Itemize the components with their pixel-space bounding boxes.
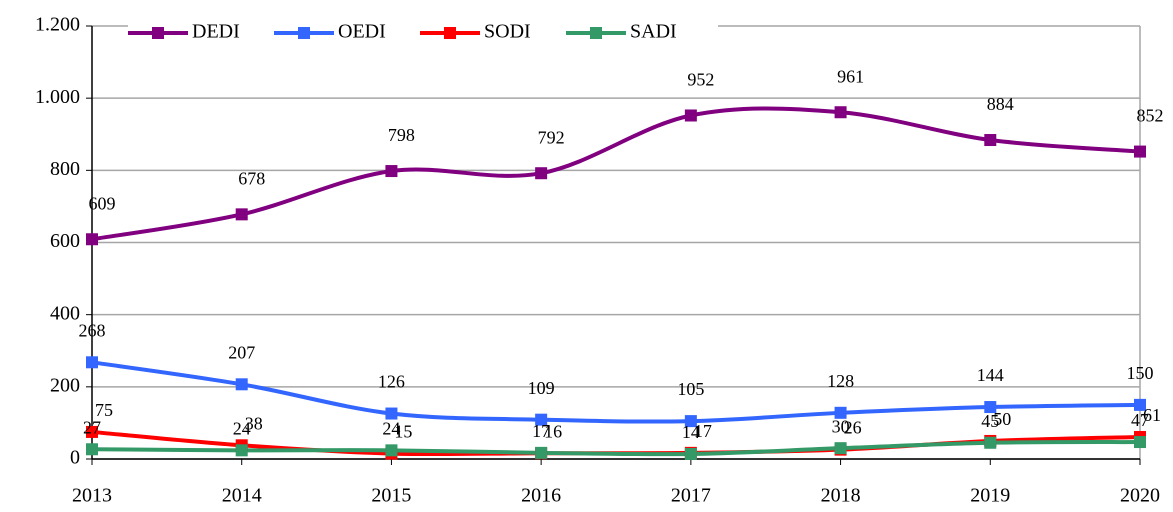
marker: [86, 356, 98, 369]
x-tick-label: 2013: [72, 485, 112, 507]
series-line: [91, 440, 1141, 457]
data-label: 16: [544, 421, 562, 441]
legend-marker: [590, 27, 602, 39]
marker: [235, 378, 248, 391]
data-label: 17: [694, 421, 712, 441]
legend-label: OEDI: [338, 21, 386, 43]
data-label: 798: [388, 125, 415, 145]
x-tick-label: 2018: [821, 485, 861, 507]
marker: [535, 167, 548, 180]
marker: [235, 208, 248, 221]
data-label: 61: [1143, 405, 1161, 425]
y-tick-label: 1.200: [35, 14, 80, 36]
data-label: 30: [832, 416, 850, 436]
marker: [1134, 145, 1146, 158]
y-tick-label: 600: [50, 230, 80, 252]
marker: [385, 165, 398, 178]
data-label: 24: [233, 418, 251, 438]
marker: [834, 442, 847, 455]
marker: [834, 106, 847, 119]
data-label: 678: [238, 168, 265, 188]
marker: [1134, 398, 1146, 411]
series-line: [91, 106, 1141, 242]
data-label: 126: [378, 372, 405, 392]
legend-label: SODI: [484, 21, 531, 43]
marker: [385, 444, 398, 457]
data-label: 109: [528, 378, 555, 398]
data-label: 27: [83, 417, 101, 437]
data-label: 17: [532, 421, 550, 441]
legend-marker: [152, 27, 164, 39]
marker: [684, 109, 697, 122]
data-label: 128: [827, 371, 854, 391]
marker: [535, 413, 548, 426]
data-label: 14: [682, 422, 700, 442]
marker: [984, 401, 997, 414]
data-label: 26: [844, 418, 862, 438]
x-tick-label: 2014: [222, 485, 262, 507]
data-label: 952: [687, 70, 714, 90]
data-label: 207: [228, 342, 255, 362]
marker: [385, 407, 398, 420]
marker: [86, 443, 98, 456]
data-label: 268: [79, 320, 106, 340]
marker: [1134, 436, 1146, 449]
series-line: [91, 360, 1141, 424]
legend-label: DEDI: [192, 21, 240, 43]
marker: [684, 415, 697, 428]
marker: [86, 233, 98, 246]
legend-marker: [444, 27, 456, 39]
data-label: 38: [245, 413, 263, 433]
marker: [235, 444, 248, 457]
data-label: 15: [394, 422, 412, 442]
marker: [984, 134, 997, 147]
marker: [535, 446, 548, 459]
data-label: 105: [677, 379, 704, 399]
data-label: 75: [95, 400, 113, 420]
y-tick-label: 200: [50, 374, 80, 396]
marker: [834, 406, 847, 419]
x-tick-label: 2017: [671, 485, 711, 507]
x-tick-label: 2020: [1120, 485, 1160, 507]
y-tick-label: 0: [70, 447, 80, 469]
data-label: 852: [1137, 106, 1164, 126]
x-tick-label: 2019: [970, 485, 1010, 507]
data-label: 47: [1131, 410, 1149, 430]
legend-marker: [298, 27, 310, 39]
marker: [684, 447, 697, 460]
data-label: 144: [977, 365, 1004, 385]
x-tick-label: 2015: [371, 485, 411, 507]
y-tick-label: 400: [50, 302, 80, 324]
data-label: 609: [89, 193, 116, 213]
data-label: 884: [987, 94, 1014, 114]
data-label: 150: [1127, 363, 1154, 383]
y-tick-label: 800: [50, 158, 80, 180]
data-label: 24: [382, 418, 400, 438]
legend-label: SADI: [630, 21, 677, 43]
data-label: 792: [538, 127, 565, 147]
y-tick-label: 1.000: [35, 86, 80, 108]
data-label: 961: [837, 66, 864, 86]
marker: [984, 436, 997, 449]
marker: [86, 425, 98, 438]
data-label: 50: [993, 409, 1011, 429]
x-tick-label: 2016: [521, 485, 561, 507]
data-label: 45: [981, 411, 999, 431]
